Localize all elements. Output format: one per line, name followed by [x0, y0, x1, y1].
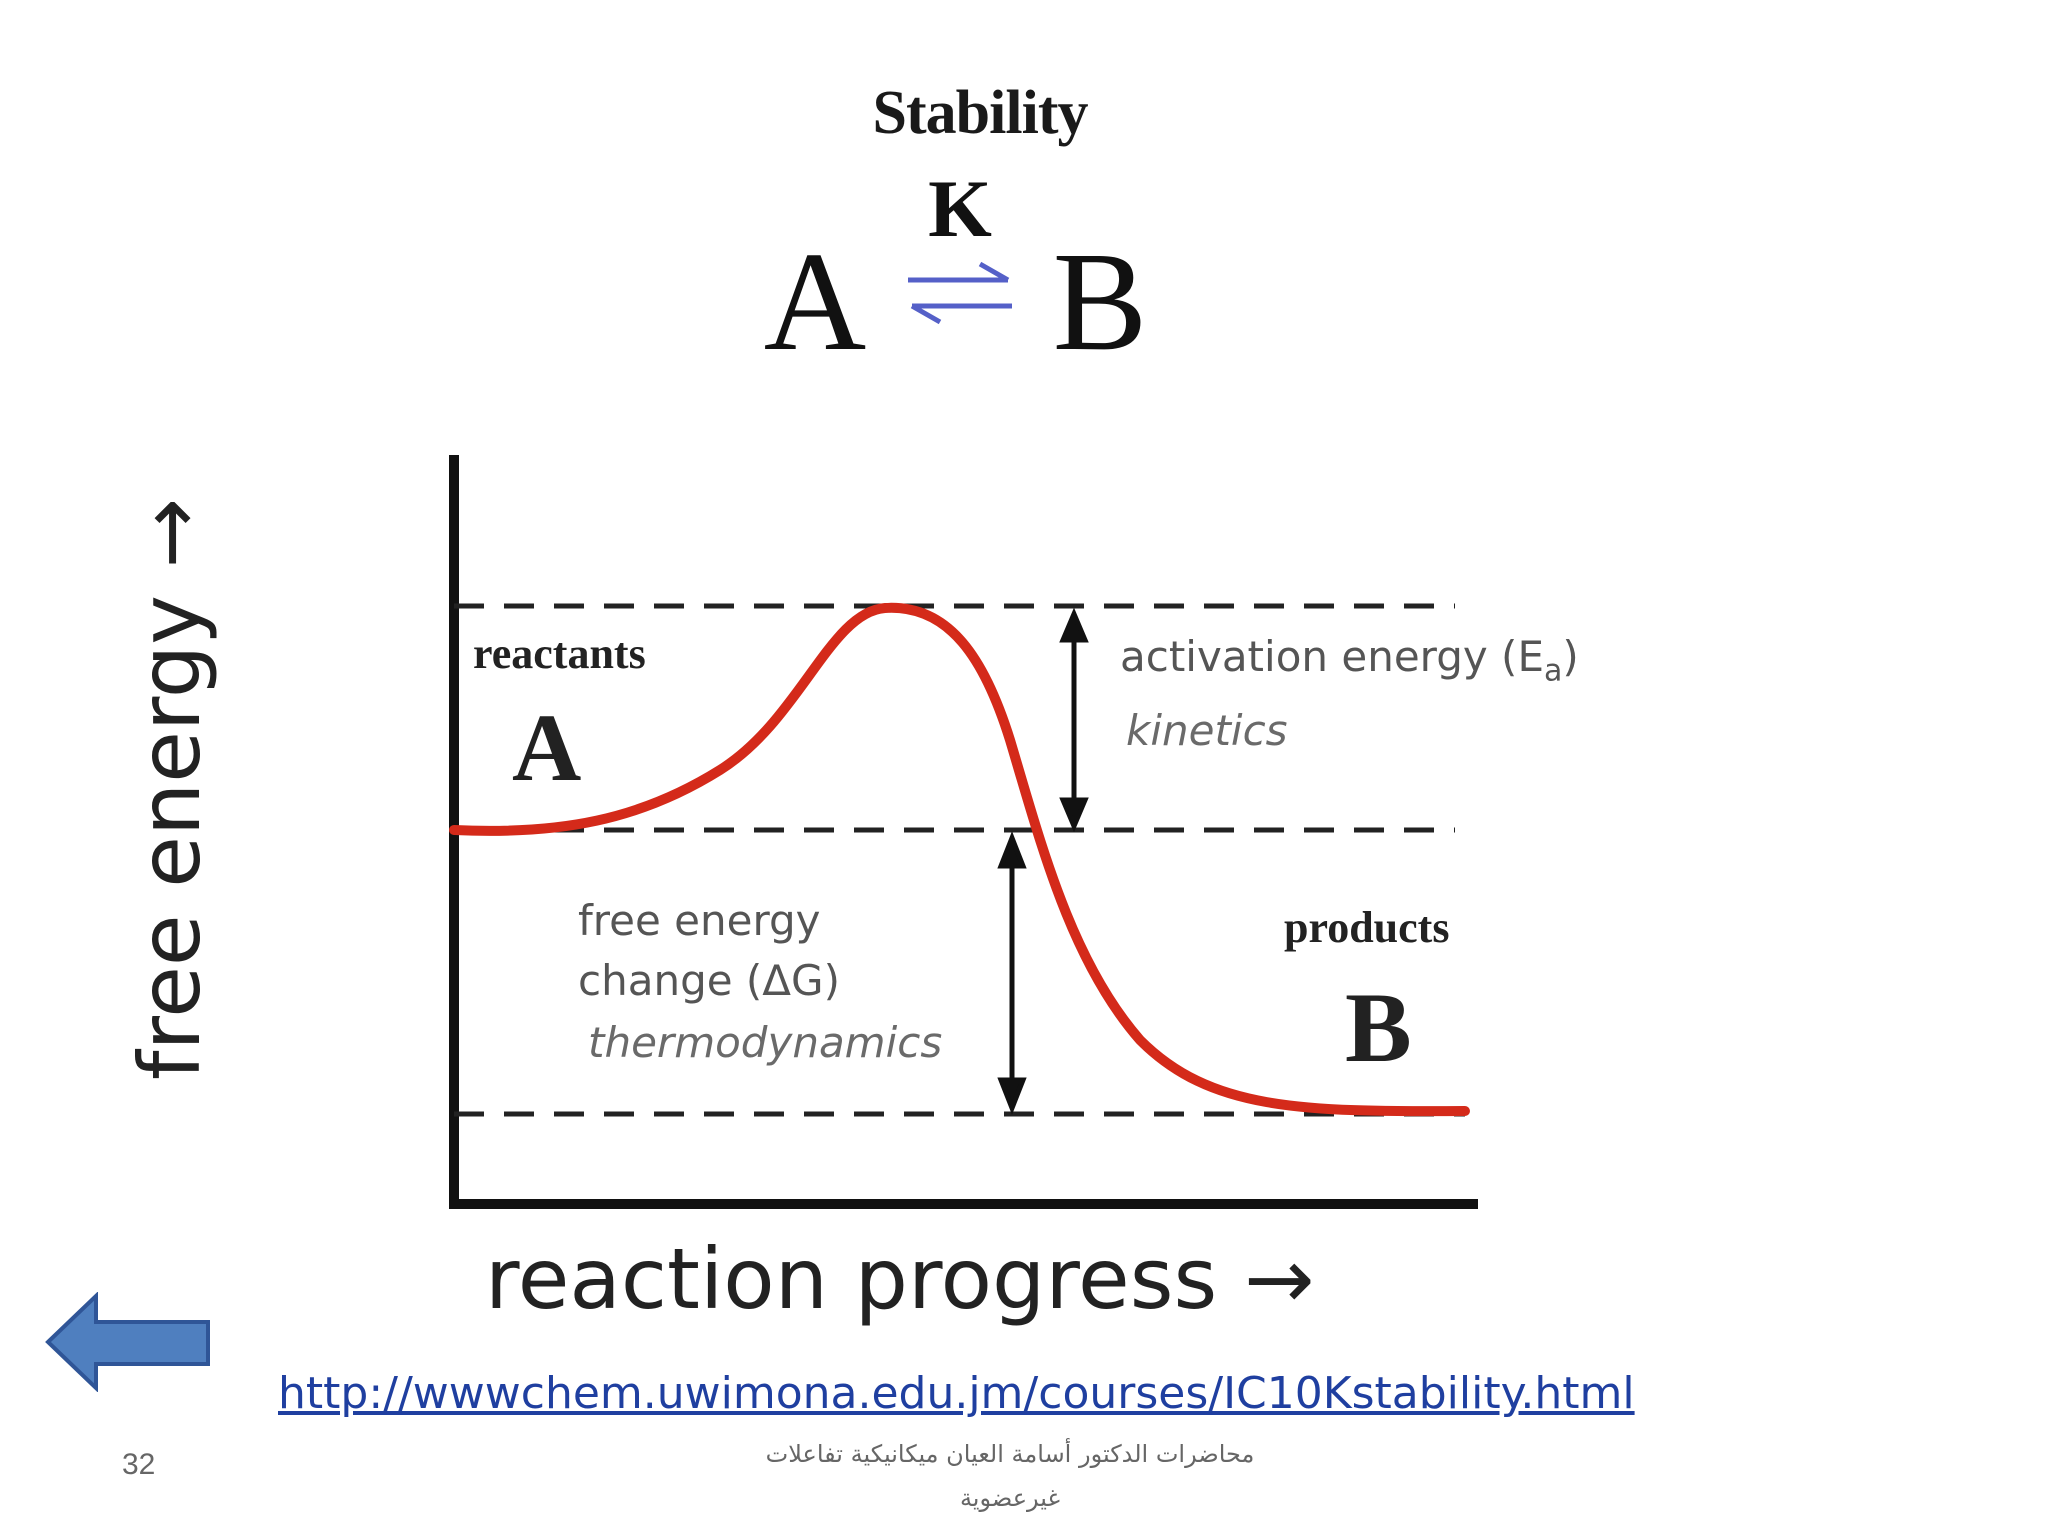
activation-energy-label: activation energy (Ea): [1120, 632, 1579, 689]
equilibrium-arrows-icon: [908, 261, 1012, 325]
slide-number: 32: [122, 1448, 156, 1481]
products-label: products: [1284, 903, 1450, 952]
x-axis-label: reaction progress →: [485, 1230, 1315, 1328]
energy-curve: [449, 602, 1470, 1117]
back-arrow-button[interactable]: [44, 1292, 214, 1392]
slide-title: Stability: [872, 79, 1089, 147]
footer-line-1: محاضرات الدكتور أسامة العيان ميكانيكية ت…: [765, 1440, 1255, 1468]
reactants-symbol: A: [512, 694, 582, 801]
equilibrium-constant: K: [928, 163, 992, 254]
thermodynamics-label: thermodynamics: [588, 1018, 943, 1067]
products-symbol: B: [1345, 972, 1412, 1083]
footer-line-2: غيرعضوية: [959, 1484, 1061, 1512]
equation-product: B: [1052, 222, 1148, 380]
source-link[interactable]: http://wwwchem.uwimona.edu.jm/courses/IC…: [278, 1368, 1635, 1419]
kinetics-label: kinetics: [1126, 706, 1288, 755]
delta-g-arrow: [997, 831, 1027, 1115]
reactants-label: reactants: [473, 629, 646, 678]
equation-reactant: A: [763, 222, 867, 380]
activation-energy-arrow: [1059, 607, 1089, 833]
delta-g-label-line2: change (ΔG): [578, 956, 840, 1005]
delta-g-label-line1: free energy: [578, 896, 821, 945]
y-axis-label: free energy →: [121, 497, 219, 1081]
footer-text: محاضرات الدكتور أسامة العيان ميكانيكية ت…: [700, 1432, 1320, 1520]
